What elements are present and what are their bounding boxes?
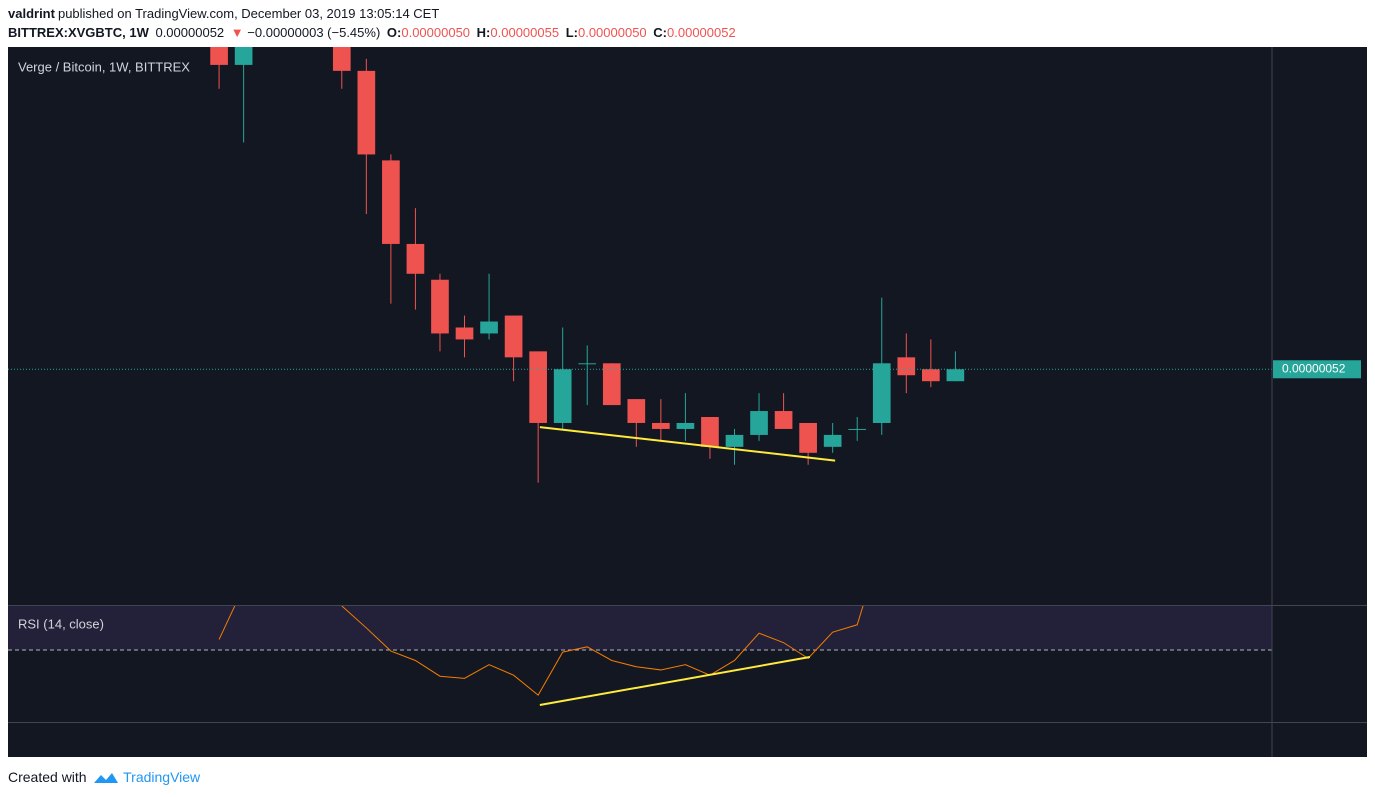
candle-body — [872, 363, 891, 423]
candle-body — [529, 351, 547, 423]
rsi-title: RSI (14, close) — [18, 616, 104, 631]
candle-body — [210, 47, 228, 65]
footer-brand[interactable]: TradingView — [123, 769, 201, 785]
footer: Created with TradingView — [8, 769, 203, 786]
change: −0.00000003 (−5.45%) — [247, 25, 381, 40]
candle-body — [946, 369, 965, 382]
candle-body — [627, 399, 646, 423]
author[interactable]: valdrint — [8, 6, 55, 21]
candle-body — [897, 357, 916, 376]
candle-body — [357, 70, 376, 155]
o-label: O: — [386, 25, 402, 40]
candle-body — [652, 422, 670, 429]
footer-created: Created with — [8, 769, 87, 785]
candle-body — [406, 243, 425, 274]
candle-body — [725, 434, 744, 447]
c-value: 0.00000052 — [667, 25, 736, 40]
candle-body — [455, 327, 474, 340]
logo — [94, 773, 119, 784]
chart-title: Verge / Bitcoin, 1W, BITTREX — [18, 59, 190, 74]
rsi-band — [8, 606, 1272, 650]
candle-body — [922, 369, 940, 382]
c-label: C: — [653, 25, 668, 40]
symbol: BITTREX:XVGBTC, 1W — [8, 25, 149, 40]
header-line-1: valdrint published on TradingView.com, De… — [8, 6, 442, 21]
candle-body — [382, 160, 400, 244]
h-value: 0.00000055 — [490, 25, 560, 40]
candle-body — [578, 363, 597, 365]
arrow: ▼ — [230, 25, 244, 40]
rsi-line — [218, 606, 864, 696]
price: 0.00000052 — [155, 25, 225, 40]
l-value: 0.00000050 — [577, 25, 647, 40]
o-value: 0.00000050 — [401, 25, 471, 40]
candle-body — [504, 315, 523, 358]
last-price-label: 0.00000052 — [1282, 361, 1346, 375]
last-price-tag — [1273, 360, 1361, 379]
candle-body — [553, 369, 572, 423]
chart-background — [8, 47, 1367, 757]
rsi-band-layer — [8, 606, 1272, 650]
candle-body — [799, 422, 817, 453]
rsi-pane — [8, 606, 1272, 706]
header-line-2: BITTREX:XVGBTC, 1W 0.00000052 ▼ −0.00000… — [8, 25, 739, 40]
candle-body — [701, 417, 719, 447]
axes: 0.00000052 — [1273, 360, 1361, 379]
candle-body — [774, 411, 793, 429]
trendline — [539, 656, 811, 706]
published: published on TradingView.com, December 0… — [57, 6, 440, 21]
trendline — [539, 426, 836, 462]
candle-body — [676, 422, 695, 429]
candle-body — [848, 428, 867, 430]
candle-body — [332, 47, 351, 71]
h-label: H: — [476, 25, 491, 40]
candle-body — [823, 434, 842, 447]
candle-body — [431, 279, 449, 334]
candle-body — [750, 411, 768, 435]
candle-body — [602, 363, 621, 406]
candle-body — [480, 321, 498, 334]
main-pane — [8, 47, 1272, 483]
candle-body — [234, 47, 253, 65]
l-label: L: — [565, 25, 578, 40]
